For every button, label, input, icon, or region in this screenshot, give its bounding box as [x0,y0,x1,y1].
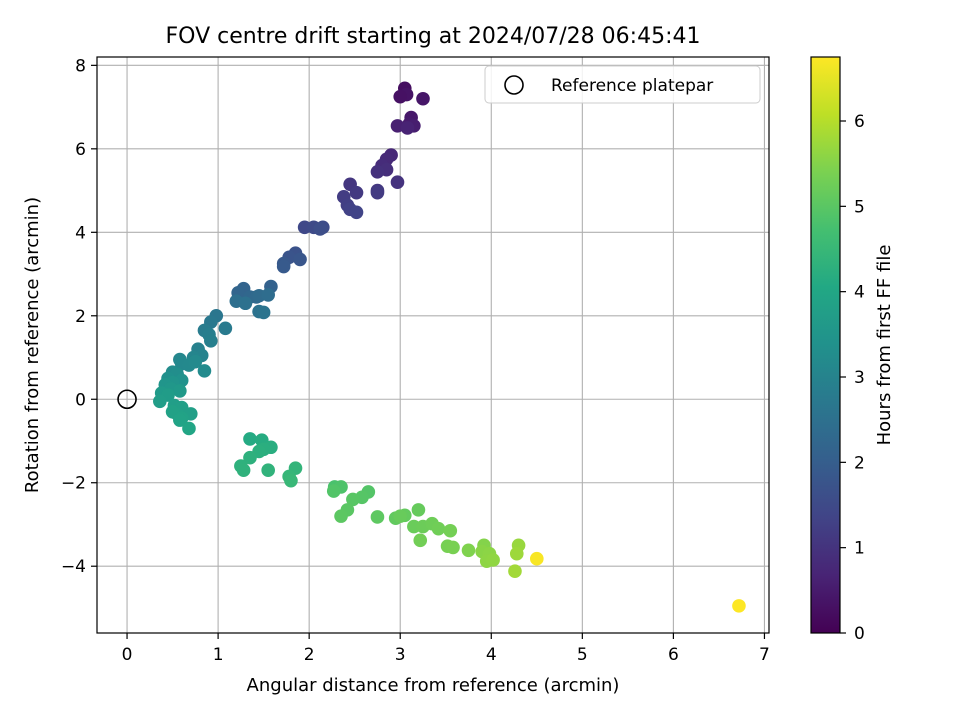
data-point [236,463,251,478]
legend-label: Reference platepar [551,76,713,96]
data-point [238,296,253,311]
data-point [261,288,275,302]
colorbar [810,56,841,634]
data-point [446,540,460,555]
data-point [218,321,233,336]
colorbar-label: Hours from first FF file [874,245,895,446]
colorbar-tick-label: 2 [854,453,865,473]
data-point [261,463,275,478]
x-tick-label: 3 [395,645,406,665]
data-point [370,185,385,200]
data-point [173,384,187,398]
reference-platepar-marker [117,389,137,410]
y-tick-label: 0 [75,390,86,410]
data-point [393,89,408,104]
data-point [400,121,415,135]
data-point [509,546,524,561]
x-tick-label: 5 [577,645,588,665]
data-point [334,509,348,523]
data-point [326,484,341,498]
data-point [276,259,291,274]
data-point [256,305,271,320]
y-tick-label: 4 [75,223,86,243]
colorbar-tick-label: 1 [854,539,865,559]
plot-frame [96,56,770,634]
data-point [349,205,364,220]
data-point [443,523,458,538]
data-point [411,503,426,517]
y-axis-label: Rotation from reference (arcmin) [22,197,43,493]
data-point [284,473,298,488]
data-point [243,450,257,465]
data-point [486,553,500,567]
colorbar-tick-label: 5 [854,197,865,217]
legend-box [484,65,761,104]
data-point [461,543,476,558]
y-tick-label: −2 [61,474,86,494]
colorbar-tick-label: 4 [854,283,865,303]
x-tick-label: 1 [213,645,224,665]
data-point [370,164,385,179]
data-point [393,509,408,523]
y-tick-label: −4 [61,557,86,577]
data-point [732,599,746,613]
x-tick-label: 6 [668,645,679,665]
y-tick-label: 2 [75,307,86,327]
data-point [349,185,364,200]
data-point [346,492,360,507]
data-point [153,394,167,409]
data-point [508,564,522,579]
data-point [390,175,405,190]
x-tick-label: 4 [486,645,497,665]
data-point [197,364,212,378]
data-point [530,551,544,566]
data-point [370,510,385,524]
y-tick-label: 8 [75,56,86,76]
colorbar-ticks: 0 1 2 3 4 5 6 [840,112,865,644]
x-tick-label: 2 [304,645,315,665]
chart-title: FOV centre drift starting at 2024/07/28 … [166,24,701,49]
x-axis-ticks: 0 1 2 3 4 5 6 7 [122,633,770,665]
y-tick-label: 6 [75,140,86,160]
data-point [188,354,203,369]
colorbar-tick-label: 3 [854,368,865,388]
x-tick-label: 7 [759,645,770,665]
colorbar-tick-label: 0 [854,624,865,644]
data-point [243,432,257,446]
data-point [173,413,187,427]
data-point [416,91,430,106]
x-tick-label: 0 [122,645,133,665]
colorbar-tick-label: 6 [854,112,865,132]
legend: Reference platepar [484,65,761,104]
scatter-points [153,81,746,613]
data-point [204,334,218,348]
data-point [182,421,196,436]
x-axis-label: Angular distance from reference (arcmin) [247,675,620,696]
data-point [293,252,307,267]
data-point [431,521,446,536]
legend-marker [504,75,524,95]
data-point [313,222,327,236]
y-axis-ticks: −4 −2 0 2 4 6 8 [61,56,97,577]
data-point [413,533,428,548]
